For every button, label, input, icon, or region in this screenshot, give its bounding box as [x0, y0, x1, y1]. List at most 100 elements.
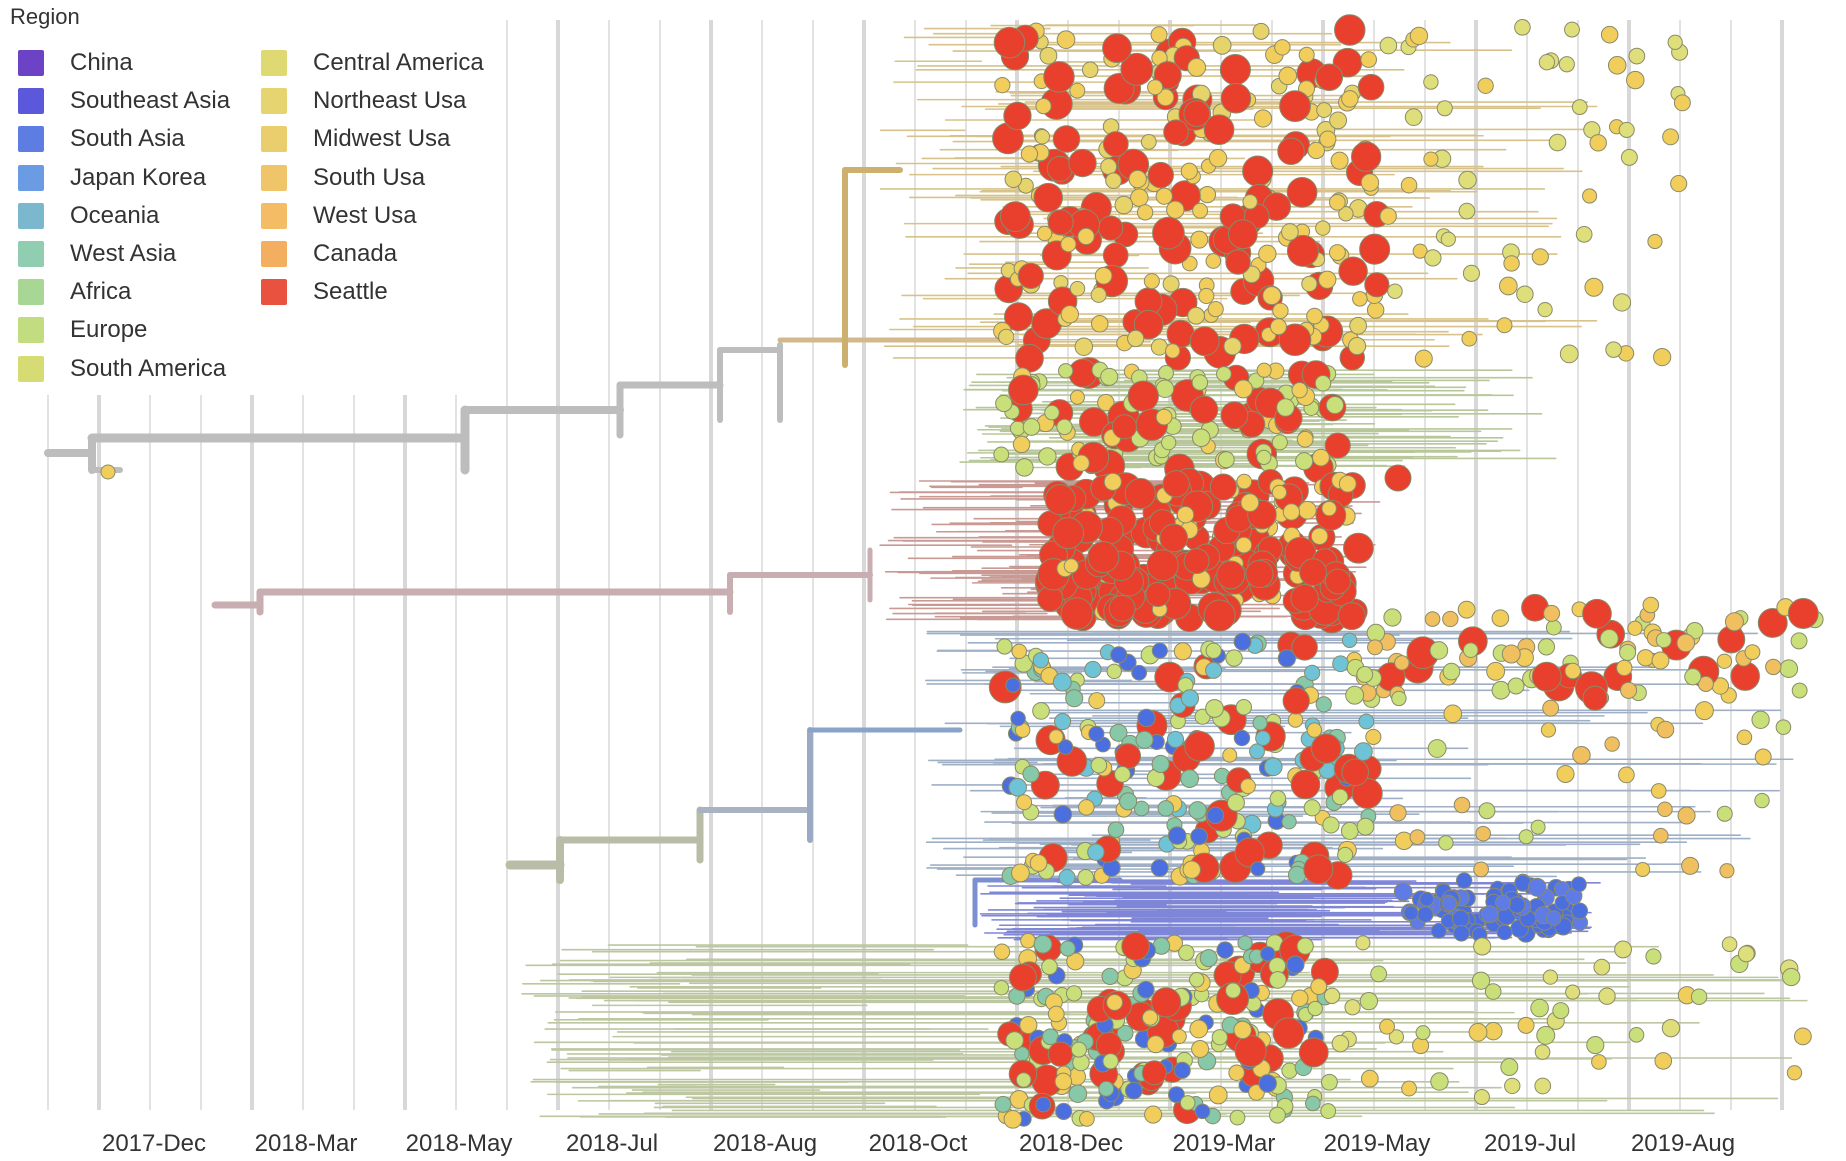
tree-tip[interactable]	[1291, 989, 1309, 1007]
tree-tip[interactable]	[1620, 148, 1638, 166]
tree-tip[interactable]	[1443, 704, 1463, 724]
tree-tip[interactable]	[1436, 100, 1453, 117]
tree-tip[interactable]	[1440, 231, 1456, 247]
tree-tip[interactable]	[1667, 34, 1683, 50]
tree-tip[interactable]	[1635, 861, 1651, 878]
tree-tip[interactable]	[993, 26, 1026, 59]
tree-tip[interactable]	[1546, 910, 1562, 926]
tree-tip[interactable]	[1453, 924, 1470, 942]
tree-tip[interactable]	[1011, 643, 1027, 660]
tree-tip[interactable]	[1697, 675, 1714, 692]
tree-tip[interactable]	[1305, 1095, 1321, 1112]
tree-tip[interactable]	[1338, 206, 1354, 222]
tree-tip[interactable]	[1337, 846, 1354, 863]
tree-tip[interactable]	[1136, 204, 1154, 221]
tree-tip[interactable]	[1652, 827, 1669, 844]
tree-tip[interactable]	[1060, 305, 1080, 324]
tree-tip[interactable]	[1100, 367, 1119, 386]
tree-tip[interactable]	[1100, 158, 1118, 176]
tree-tip[interactable]	[1319, 130, 1337, 148]
tree-tip[interactable]	[1473, 861, 1489, 878]
tree-tip[interactable]	[1673, 94, 1691, 112]
tree-tip[interactable]	[1338, 256, 1368, 286]
tree-tip[interactable]	[1151, 754, 1170, 773]
tree-tip[interactable]	[1162, 470, 1190, 498]
tree-tip[interactable]	[1020, 932, 1036, 949]
tree-tip[interactable]	[1387, 283, 1403, 300]
tree-tip[interactable]	[995, 394, 1013, 413]
legend-item-northeast-usa[interactable]: Northeast Usa	[261, 82, 484, 120]
tree-tip[interactable]	[1278, 66, 1298, 86]
tree-tip[interactable]	[1394, 655, 1410, 671]
tree-tip[interactable]	[1216, 366, 1232, 382]
tree-tip[interactable]	[1654, 1052, 1673, 1070]
tree-tip[interactable]	[1252, 715, 1268, 731]
tree-tip[interactable]	[1103, 472, 1122, 491]
tree-tip[interactable]	[1370, 965, 1388, 983]
tree-tip[interactable]	[1337, 602, 1366, 631]
tree-tip[interactable]	[1367, 639, 1383, 656]
tree-tip[interactable]	[1473, 937, 1492, 956]
tree-tip[interactable]	[1352, 291, 1368, 307]
tree-tip[interactable]	[1306, 307, 1323, 325]
tree-tip[interactable]	[1384, 464, 1412, 492]
legend-item-oceania[interactable]: Oceania	[18, 197, 230, 235]
tree-tip[interactable]	[1211, 1029, 1228, 1046]
tree-tip[interactable]	[1514, 19, 1531, 36]
tree-tip[interactable]	[1409, 829, 1426, 845]
tree-tip[interactable]	[1331, 788, 1349, 806]
tree-tip[interactable]	[1508, 896, 1526, 914]
tree-tip[interactable]	[1194, 1103, 1211, 1120]
tree-tip[interactable]	[1022, 418, 1041, 436]
tree-tip[interactable]	[1041, 958, 1058, 976]
tree-tip[interactable]	[1716, 653, 1733, 669]
tree-tip[interactable]	[1414, 349, 1433, 368]
legend-item-central-america[interactable]: Central America	[261, 44, 484, 82]
tree-tip[interactable]	[1094, 266, 1113, 285]
tree-tip[interactable]	[1044, 404, 1060, 421]
tree-tip[interactable]	[1304, 664, 1321, 682]
tree-tip[interactable]	[1537, 301, 1553, 318]
tree-tip[interactable]	[1350, 141, 1382, 172]
tree-tip[interactable]	[1209, 473, 1237, 501]
tree-tip[interactable]	[1156, 88, 1175, 107]
tree-tips[interactable]	[100, 14, 1824, 1129]
tree-tip[interactable]	[1473, 1089, 1490, 1106]
tree-tip[interactable]	[1618, 766, 1635, 784]
tree-tip[interactable]	[1274, 39, 1291, 56]
tree-tip[interactable]	[1012, 435, 1031, 454]
tree-tip[interactable]	[1441, 895, 1458, 912]
tree-tip[interactable]	[1334, 14, 1366, 46]
tree-tip[interactable]	[1168, 1086, 1185, 1104]
tree-tip[interactable]	[1626, 70, 1645, 90]
tree-tip[interactable]	[1677, 806, 1696, 825]
tree-tip[interactable]	[1127, 380, 1159, 412]
tree-tip[interactable]	[1571, 902, 1589, 920]
tree-tip[interactable]	[1044, 484, 1076, 516]
tree-tip[interactable]	[1552, 1002, 1570, 1020]
tree-tip[interactable]	[1065, 689, 1084, 708]
tree-tip[interactable]	[1090, 314, 1109, 333]
tree-tip[interactable]	[1475, 825, 1491, 842]
tree-tip[interactable]	[1401, 1080, 1417, 1097]
tree-tip[interactable]	[1004, 170, 1023, 189]
tree-tip[interactable]	[1453, 796, 1471, 814]
tree-tip[interactable]	[1105, 172, 1122, 189]
tree-tip[interactable]	[1281, 814, 1297, 830]
legend-item-europe[interactable]: Europe	[18, 311, 230, 349]
tree-tip[interactable]	[1131, 664, 1148, 681]
tree-tip[interactable]	[1793, 1027, 1812, 1046]
tree-tip[interactable]	[1338, 474, 1357, 493]
tree-tip[interactable]	[993, 943, 1011, 961]
tree-tip[interactable]	[1128, 169, 1147, 189]
legend-item-seattle[interactable]: Seattle	[261, 273, 484, 311]
tree-tip[interactable]	[1442, 610, 1459, 628]
tree-tip[interactable]	[1229, 1109, 1246, 1126]
tree-tip[interactable]	[1423, 74, 1439, 90]
tree-tip[interactable]	[1109, 723, 1128, 742]
tree-tip[interactable]	[1310, 527, 1329, 545]
tree-tip[interactable]	[1084, 660, 1102, 679]
tree-tip[interactable]	[1355, 935, 1371, 951]
tree-tip[interactable]	[1106, 663, 1122, 680]
